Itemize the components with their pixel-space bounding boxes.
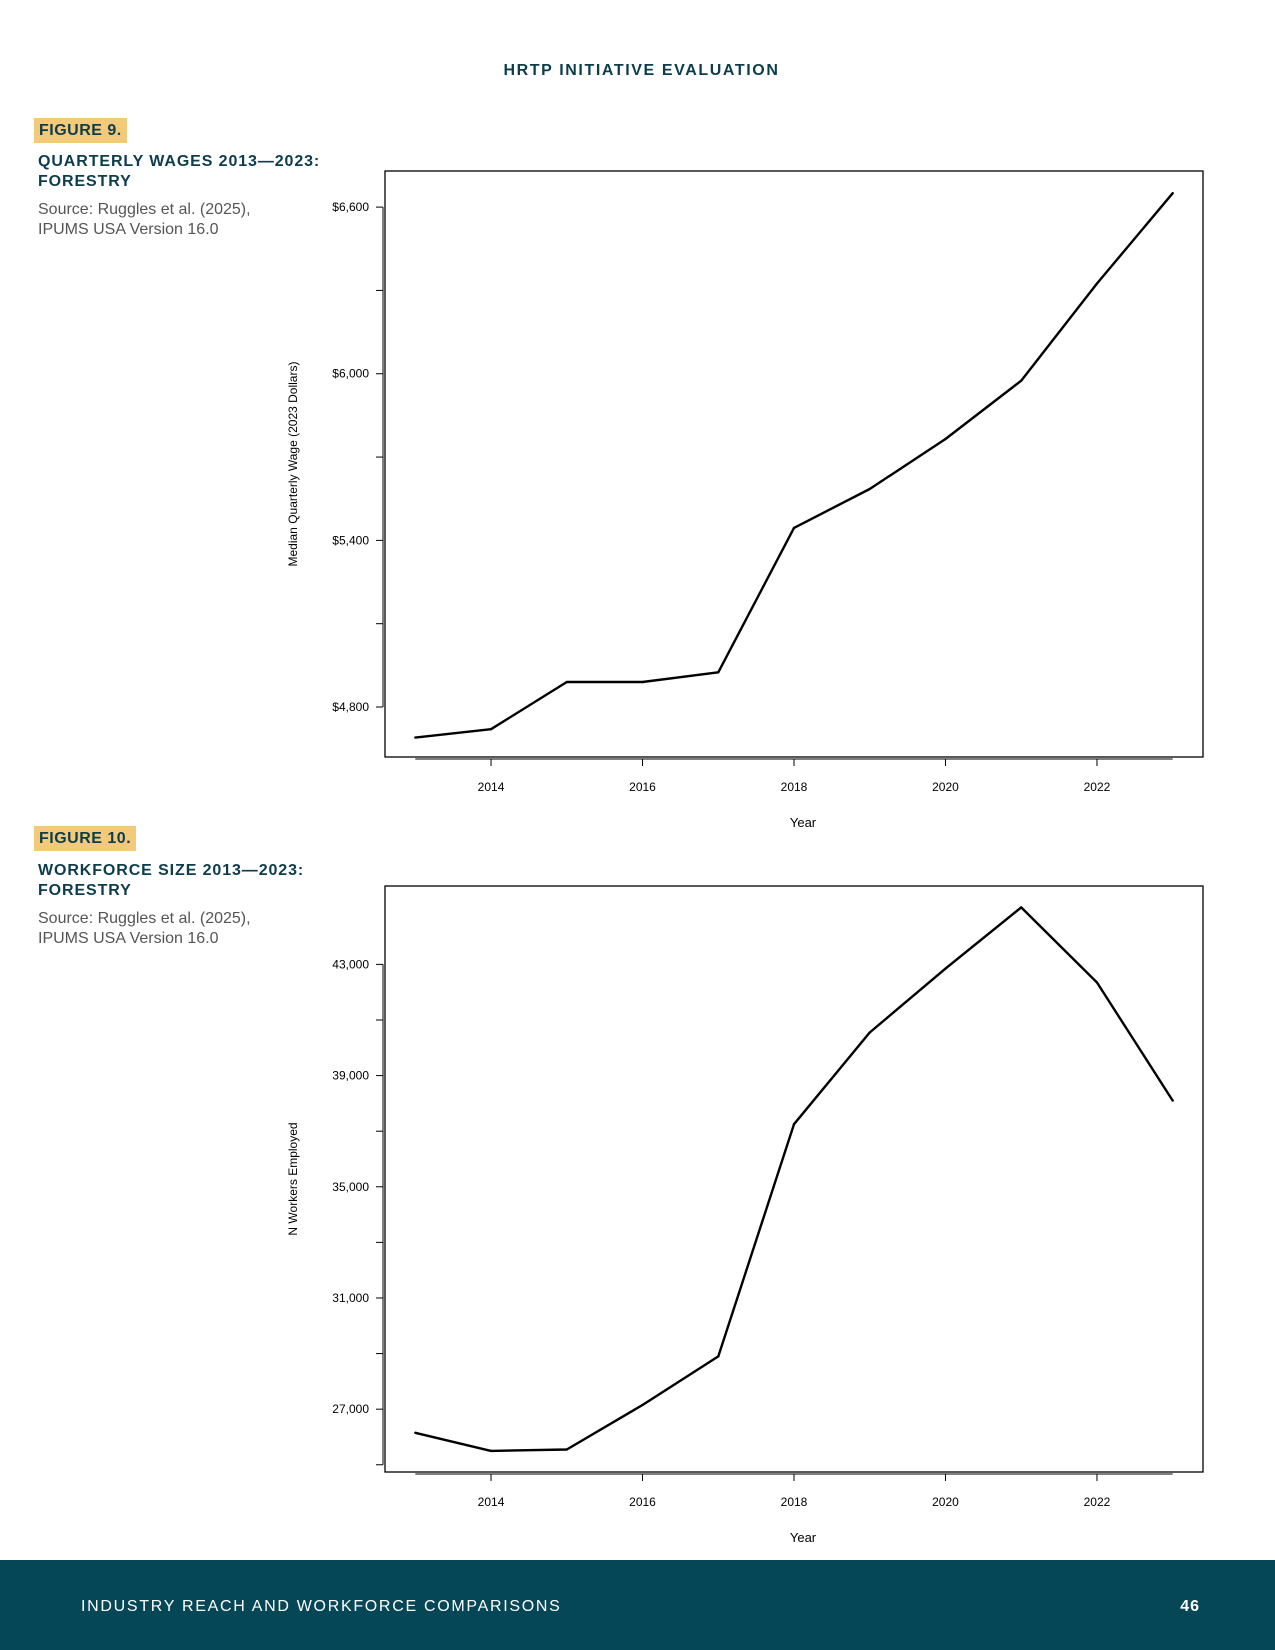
page-footer: INDUSTRY REACH AND WORKFORCE COMPARISONS…	[0, 1560, 1275, 1650]
figure-10-title-line-1: WORKFORCE SIZE 2013—2023:	[38, 862, 305, 879]
x-tick-label: 2018	[781, 780, 808, 794]
figure-9-source-line-2: IPUMS USA Version 16.0	[38, 221, 219, 238]
figure-10-source-line-2: IPUMS USA Version 16.0	[38, 930, 219, 947]
y-axis-title: Median Quarterly Wage (2023 Dollars)	[286, 362, 300, 567]
x-tick-label: 2020	[932, 1495, 959, 1509]
x-tick-label: 2014	[478, 780, 505, 794]
x-tick-label: 2020	[932, 780, 959, 794]
y-tick-label: $6,600	[332, 200, 369, 214]
data-point	[489, 728, 493, 731]
plot-frame	[384, 170, 1204, 758]
x-tick-label: 2022	[1084, 780, 1111, 794]
figure-10-label: FIGURE 10.	[34, 826, 137, 851]
figure-9-label: FIGURE 9.	[34, 118, 127, 143]
y-tick-label: 39,000	[332, 1069, 369, 1083]
figure-10-source: Source: Ruggles et al. (2025), IPUMS USA…	[38, 909, 308, 949]
figure-10-title-line-2: FORESTRY	[38, 882, 132, 899]
x-axis-title: Year	[790, 815, 817, 830]
data-point	[792, 1123, 796, 1126]
y-tick-label: 27,000	[332, 1402, 369, 1416]
data-point	[641, 1403, 644, 1407]
figure-9-title: QUARTERLY WAGES 2013—2023: FORESTRY	[38, 152, 358, 192]
data-point	[868, 1031, 871, 1034]
y-tick-label: 35,000	[332, 1180, 369, 1194]
running-header: HRTP INITIATIVE EVALUATION	[503, 62, 780, 79]
data-point	[1095, 282, 1099, 285]
y-tick-label: 43,000	[332, 957, 369, 971]
plot-frame	[384, 885, 1204, 1473]
figure-10-title: WORKFORCE SIZE 2013—2023: FORESTRY	[38, 861, 358, 901]
footer-section-title: INDUSTRY REACH AND WORKFORCE COMPARISONS	[81, 1598, 562, 1615]
data-point	[944, 437, 947, 441]
data-point	[414, 736, 417, 739]
data-point	[868, 487, 871, 491]
figure-9-source: Source: Ruggles et al. (2025), IPUMS USA…	[38, 200, 308, 240]
x-tick-label: 2016	[629, 1495, 656, 1509]
data-point	[792, 526, 796, 530]
y-tick-label: $6,000	[332, 367, 369, 381]
x-tick-label: 2022	[1084, 1495, 1111, 1509]
y-tick-label: 31,000	[332, 1291, 369, 1305]
x-tick-label: 2016	[629, 780, 656, 794]
x-axis-title: Year	[790, 1530, 817, 1545]
data-point	[1171, 1099, 1174, 1102]
figure-10-source-line-1: Source: Ruggles et al. (2025),	[38, 910, 251, 927]
figure-9-title-line-2: FORESTRY	[38, 173, 132, 190]
data-point	[565, 1448, 568, 1451]
data-point	[414, 1431, 417, 1435]
series-line	[415, 906, 1174, 1453]
figure-9-source-line-1: Source: Ruggles et al. (2025),	[38, 201, 251, 218]
y-tick-label: $5,400	[332, 533, 369, 547]
workforce-chart: 27,000 31,000 35,000 39,000 43,000 2014 2016 20…	[286, 885, 1204, 1545]
y-axis-title: N Workers Employed	[286, 1122, 300, 1235]
series-line	[415, 192, 1174, 739]
data-point	[1095, 981, 1099, 984]
page-number: 46	[1180, 1598, 1200, 1615]
data-point	[1020, 906, 1023, 909]
wages-chart: $4,800 $5,400 $6,000 $6,600 2014 2016 2018 2020…	[286, 170, 1204, 830]
x-tick-label: 2018	[781, 1495, 808, 1509]
data-point	[944, 967, 947, 970]
y-tick-label: $4,800	[332, 700, 369, 714]
data-point	[565, 680, 568, 684]
data-point	[717, 1355, 720, 1358]
data-point	[641, 680, 644, 684]
data-point	[489, 1449, 493, 1453]
data-point	[717, 671, 720, 674]
data-point	[1020, 379, 1023, 382]
x-tick-label: 2014	[478, 1495, 505, 1509]
figure-9-title-line-1: QUARTERLY WAGES 2013—2023:	[38, 153, 321, 170]
data-point	[1171, 192, 1174, 195]
